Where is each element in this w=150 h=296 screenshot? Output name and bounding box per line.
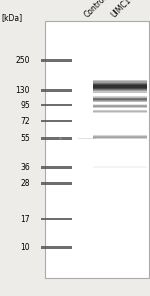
Bar (93, 99, 147, 100)
Bar (40, 89, 72, 91)
Bar (93, 105, 147, 106)
Bar (93, 81, 147, 83)
Bar (40, 182, 72, 185)
Bar (93, 84, 147, 85)
Text: 95: 95 (20, 101, 30, 110)
Bar (93, 96, 147, 97)
Bar (93, 100, 147, 101)
Text: 28: 28 (21, 179, 30, 188)
Bar (93, 138, 147, 139)
Bar (93, 83, 147, 84)
Bar (40, 137, 72, 140)
Bar (40, 166, 72, 169)
Bar (93, 111, 147, 112)
Text: 55: 55 (20, 134, 30, 143)
Bar (93, 90, 147, 91)
Bar (93, 136, 147, 137)
Bar (93, 101, 147, 102)
Bar (93, 104, 147, 105)
Bar (40, 218, 72, 220)
Text: 10: 10 (20, 243, 30, 252)
Bar (93, 88, 147, 89)
Text: Control: Control (83, 0, 109, 19)
Bar (93, 91, 147, 93)
Bar (45, 21, 148, 278)
Bar (93, 112, 147, 113)
Text: 250: 250 (15, 56, 30, 65)
Text: [kDa]: [kDa] (2, 13, 23, 22)
Text: 17: 17 (20, 215, 30, 223)
Bar (93, 85, 147, 86)
Bar (93, 98, 147, 99)
Bar (93, 107, 147, 108)
Bar (93, 106, 147, 107)
Bar (40, 246, 72, 249)
Bar (93, 86, 147, 88)
Bar (40, 120, 72, 123)
Bar (93, 97, 147, 98)
Text: 72: 72 (20, 117, 30, 126)
Bar (93, 135, 147, 136)
Bar (40, 59, 72, 62)
Text: UIMC1: UIMC1 (109, 0, 133, 19)
Text: 36: 36 (20, 163, 30, 172)
Bar (93, 110, 147, 111)
Bar (93, 80, 147, 81)
Bar (93, 89, 147, 90)
Bar (93, 137, 147, 138)
Bar (40, 104, 72, 107)
Text: 130: 130 (15, 86, 30, 95)
